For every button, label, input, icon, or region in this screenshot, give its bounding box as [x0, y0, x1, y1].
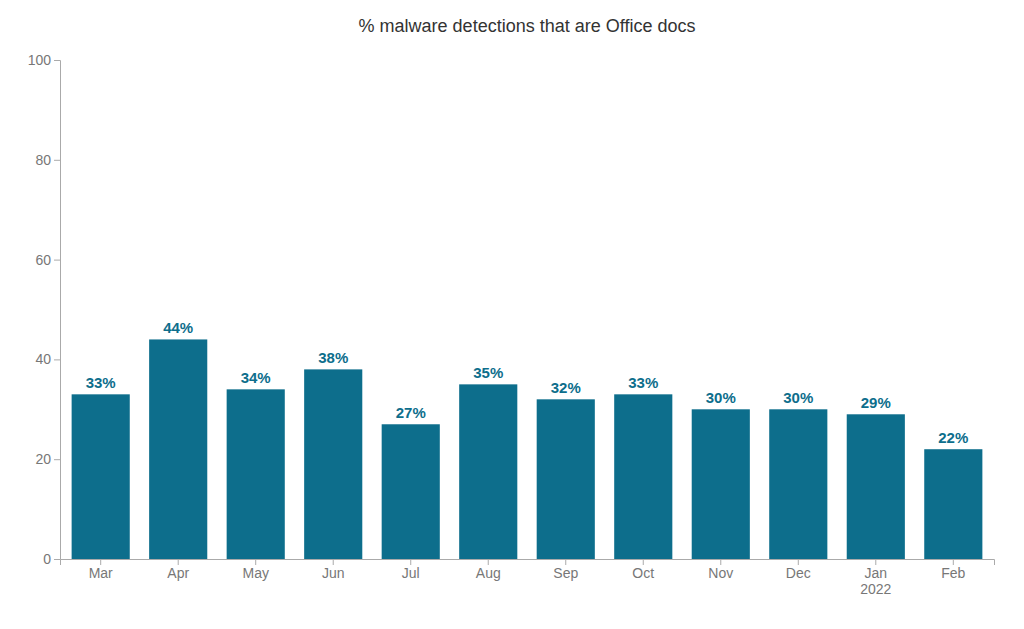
- bar: [847, 414, 905, 559]
- x-tick: Jul: [402, 559, 420, 581]
- y-tick-mark: [54, 160, 60, 161]
- chart-container: 0 20 40 60 80 100 Mar Apr May Jun Jul Aug Sep Oct Nov D…: [0, 0, 1024, 629]
- y-axis-line: [54, 61, 61, 560]
- y-tick: 40: [35, 351, 60, 367]
- y-tick-mark: [54, 459, 60, 460]
- x-tick-label-line: Apr: [167, 565, 189, 581]
- x-tick-label: Apr: [167, 565, 189, 581]
- x-tick-label-line: Feb: [941, 565, 965, 581]
- bar: [692, 409, 750, 559]
- x-tick-label: Sep: [553, 565, 578, 581]
- x-tick-label-line: Jan: [865, 565, 888, 581]
- x-tick-label: Aug: [476, 565, 501, 581]
- bars: [72, 339, 983, 559]
- x-tick: Aug: [476, 559, 501, 581]
- x-tick-label: Jul: [402, 565, 420, 581]
- bar: [459, 384, 517, 559]
- y-tick-label: 80: [35, 152, 51, 168]
- data-label: 32%: [551, 379, 581, 396]
- y-tick: 80: [35, 152, 60, 168]
- y-tick: 100: [28, 52, 60, 68]
- bar: [537, 399, 595, 559]
- data-label: 27%: [396, 404, 426, 421]
- x-tick: Jun: [322, 559, 345, 581]
- x-tick: Oct: [632, 559, 654, 581]
- data-label: 22%: [938, 429, 968, 446]
- data-label: 29%: [861, 394, 891, 411]
- bar: [769, 409, 827, 559]
- x-tick-label-line: May: [242, 565, 268, 581]
- data-label: 34%: [241, 369, 271, 386]
- y-tick-label: 0: [43, 551, 51, 567]
- chart-title: % malware detections that are Office doc…: [359, 16, 696, 36]
- y-tick-label: 60: [35, 252, 51, 268]
- x-tick: Feb: [941, 559, 965, 581]
- bar: [614, 394, 672, 559]
- chart-svg: 0 20 40 60 80 100 Mar Apr May Jun Jul Aug Sep Oct Nov D…: [0, 0, 1024, 629]
- x-axis: Mar Apr May Jun Jul Aug Sep Oct Nov Dec Jan2022 Feb: [61, 559, 995, 597]
- x-tick-label: Jan2022: [860, 565, 891, 597]
- data-labels: 33% 44% 34% 38% 27% 35% 32% 33% 30% 30% 29% 22%: [86, 319, 969, 446]
- x-tick: Nov: [708, 559, 733, 581]
- x-tick: Apr: [167, 559, 189, 581]
- plot-area: 0 20 40 60 80 100 Mar Apr May Jun Jul Aug Sep Oct Nov D…: [28, 52, 995, 597]
- x-tick: Jan2022: [860, 559, 891, 597]
- data-label: 30%: [783, 389, 813, 406]
- x-tick-label: Mar: [89, 565, 113, 581]
- y-tick-mark: [54, 559, 60, 560]
- data-label: 33%: [86, 374, 116, 391]
- x-tick-label-line: Jul: [402, 565, 420, 581]
- y-tick: 20: [35, 451, 60, 467]
- y-axis: 0 20 40 60 80 100: [28, 52, 61, 567]
- data-label: 30%: [706, 389, 736, 406]
- y-tick: 60: [35, 252, 60, 268]
- data-label: 38%: [318, 349, 348, 366]
- bar: [227, 389, 285, 559]
- data-label: 44%: [163, 319, 193, 336]
- y-tick-mark: [54, 60, 60, 61]
- x-tick: Sep: [553, 559, 578, 581]
- y-tick-mark: [54, 260, 60, 261]
- x-tick-label: Oct: [632, 565, 654, 581]
- x-tick-label: Feb: [941, 565, 965, 581]
- data-label: 33%: [628, 374, 658, 391]
- y-tick: 0: [43, 551, 60, 567]
- y-tick-mark: [54, 359, 60, 360]
- bar: [72, 394, 130, 559]
- y-tick-label: 20: [35, 451, 51, 467]
- x-tick-label-line: Aug: [476, 565, 501, 581]
- x-tick-label-line: Sep: [553, 565, 578, 581]
- x-axis-line: [61, 560, 995, 566]
- y-tick-label: 40: [35, 351, 51, 367]
- x-tick-label-line: Nov: [708, 565, 733, 581]
- x-tick-label-line: Oct: [632, 565, 654, 581]
- x-tick-label-line: Jun: [322, 565, 345, 581]
- x-tick-label-line: Mar: [89, 565, 113, 581]
- x-tick-label: May: [242, 565, 268, 581]
- x-tick: Dec: [786, 559, 811, 581]
- x-tick-label: Nov: [708, 565, 733, 581]
- bar: [924, 449, 982, 559]
- bar: [304, 369, 362, 559]
- x-tick-label: Dec: [786, 565, 811, 581]
- y-tick-label: 100: [28, 52, 52, 68]
- bar: [382, 424, 440, 559]
- x-tick-label-line: 2022: [860, 581, 891, 597]
- x-tick: Mar: [89, 559, 113, 581]
- x-tick: May: [242, 559, 268, 581]
- x-tick-label-line: Dec: [786, 565, 811, 581]
- bar: [149, 339, 207, 559]
- data-label: 35%: [473, 364, 503, 381]
- x-tick-label: Jun: [322, 565, 345, 581]
